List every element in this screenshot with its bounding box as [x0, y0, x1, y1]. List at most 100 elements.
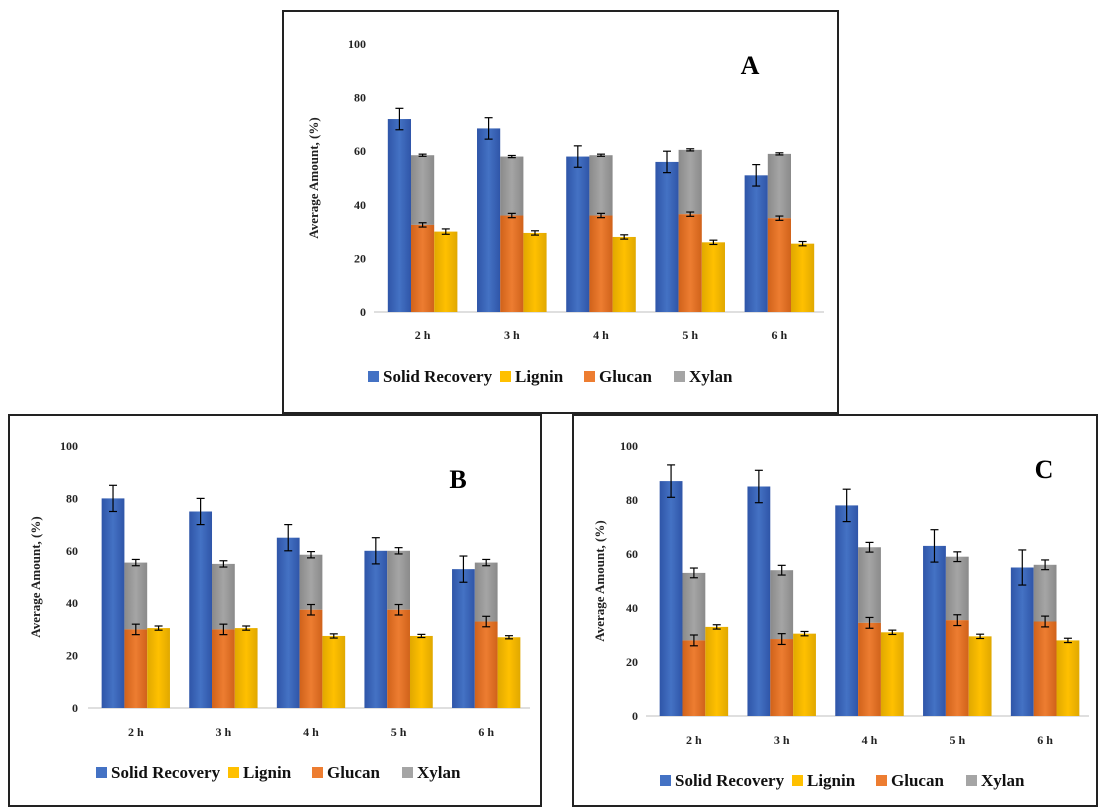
- x-tick-label: 5 h: [949, 733, 965, 747]
- bar-lignin: [147, 628, 170, 708]
- bar-lignin: [1056, 640, 1080, 716]
- bar-lignin: [968, 636, 992, 716]
- x-tick-label: 3 h: [774, 733, 790, 747]
- bar-glucan: [500, 215, 524, 312]
- bar-lignin: [880, 632, 904, 716]
- bar-glucan: [589, 215, 613, 312]
- bar-solid-recovery: [101, 498, 125, 708]
- y-axis-label: Average Amount, (%): [592, 520, 607, 641]
- x-tick-label: 4 h: [862, 733, 878, 747]
- bar-xylan: [945, 556, 969, 621]
- chart-panel-b: 0 20 40 60 80 100 Average Amount, (%) B 2 h 3 h 4 …: [8, 414, 542, 807]
- legend-swatch: [368, 371, 379, 382]
- bar-solid-recovery: [655, 161, 679, 312]
- y-tick-label: 20: [626, 655, 638, 669]
- y-tick-label: 60: [354, 144, 366, 158]
- bar-glucan: [212, 629, 235, 708]
- bar-xylan: [124, 562, 148, 630]
- legend-entry: Xylan: [689, 367, 733, 386]
- bar-solid-recovery: [477, 128, 501, 312]
- bar-xylan: [212, 563, 235, 630]
- chart-b-svg: 0 20 40 60 80 100 Average Amount, (%) B 2 h 3 h 4 …: [28, 439, 530, 782]
- legend-swatch: [228, 767, 239, 778]
- bar-solid-recovery: [364, 550, 388, 708]
- x-tick-label: 4 h: [303, 725, 319, 739]
- x-tick-label: 2 h: [128, 725, 144, 739]
- bar-glucan: [124, 629, 148, 708]
- bar-solid-recovery: [566, 156, 590, 312]
- bar-glucan: [299, 609, 323, 708]
- legend-swatch: [402, 767, 413, 778]
- bar-lignin: [523, 232, 547, 312]
- y-tick-label: 60: [66, 544, 78, 558]
- bar-solid-recovery: [747, 486, 771, 716]
- x-tick-label: 5 h: [682, 328, 698, 342]
- bar-solid-recovery: [452, 569, 475, 708]
- y-tick-label: 100: [60, 439, 78, 453]
- y-tick-label: 60: [626, 547, 638, 561]
- bar-lignin: [793, 633, 816, 716]
- bar-lignin: [497, 637, 521, 708]
- chart-panel-a: 0 20 40 60 80 100 Average Amount, (%) A 2 h 3 h 4 …: [282, 10, 839, 414]
- y-tick-label: 20: [354, 251, 366, 265]
- legend-swatch: [96, 767, 107, 778]
- y-tick-label: 0: [72, 701, 78, 715]
- legend-swatch: [584, 371, 595, 382]
- x-tick-label: 6 h: [478, 725, 494, 739]
- bar-xylan: [387, 550, 410, 610]
- legend-entry: Xylan: [981, 771, 1025, 790]
- y-tick-label: 80: [66, 491, 78, 505]
- bar-glucan: [1033, 621, 1057, 716]
- bar-xylan: [474, 562, 498, 622]
- x-tick-label: 6 h: [772, 328, 788, 342]
- chart-c-svg: 0 20 40 60 80 100 Average Amount, (%) C 2 h 3 h 4 …: [592, 439, 1089, 790]
- bar-xylan: [678, 149, 702, 215]
- bar-xylan: [858, 547, 881, 623]
- y-tick-label: 80: [626, 493, 638, 507]
- legend-entry: Solid Recovery: [111, 763, 221, 782]
- bar-xylan: [682, 572, 706, 641]
- bar-xylan: [411, 155, 435, 225]
- legend-swatch: [674, 371, 685, 382]
- y-tick-label: 40: [354, 198, 366, 212]
- y-tick-label: 80: [354, 91, 366, 105]
- bar-solid-recovery: [835, 505, 859, 716]
- bar-xylan: [767, 153, 791, 219]
- y-tick-label: 100: [620, 439, 638, 453]
- legend-entry: Glucan: [599, 367, 652, 386]
- x-tick-label: 2 h: [686, 733, 702, 747]
- legend-entry: Glucan: [891, 771, 944, 790]
- bar-xylan: [500, 156, 524, 216]
- legend-entry: Solid Recovery: [675, 771, 785, 790]
- y-tick-label: 40: [626, 601, 638, 615]
- legend-entry: Lignin: [515, 367, 564, 386]
- bar-glucan: [678, 214, 702, 312]
- bar-xylan: [770, 570, 794, 640]
- legend-swatch: [660, 775, 671, 786]
- legend-swatch: [966, 775, 977, 786]
- bar-lignin: [612, 236, 636, 312]
- legend-entry: Glucan: [327, 763, 380, 782]
- y-tick-label: 0: [632, 709, 638, 723]
- x-tick-label: 3 h: [216, 725, 232, 739]
- x-tick-label: 3 h: [504, 328, 520, 342]
- x-tick-label: 6 h: [1037, 733, 1053, 747]
- bar-glucan: [767, 218, 791, 312]
- chart-panel-c: 0 20 40 60 80 100 Average Amount, (%) C 2 h 3 h 4 …: [572, 414, 1098, 807]
- x-tick-label: 5 h: [391, 725, 407, 739]
- bar-solid-recovery: [659, 481, 683, 716]
- bar-glucan: [945, 620, 969, 716]
- y-tick-label: 40: [66, 596, 78, 610]
- legend-entry: Xylan: [417, 763, 461, 782]
- y-axis-label: Average Amount, (%): [306, 117, 321, 238]
- bar-solid-recovery: [189, 511, 213, 708]
- bar-glucan: [682, 640, 706, 716]
- bar-lignin: [234, 628, 258, 708]
- bar-xylan: [1033, 564, 1057, 622]
- legend-entry: Lignin: [243, 763, 292, 782]
- bar-glucan: [858, 622, 881, 716]
- x-tick-label: 4 h: [593, 328, 609, 342]
- panel-label: A: [741, 51, 760, 80]
- y-tick-label: 0: [360, 305, 366, 319]
- bar-xylan: [299, 554, 323, 610]
